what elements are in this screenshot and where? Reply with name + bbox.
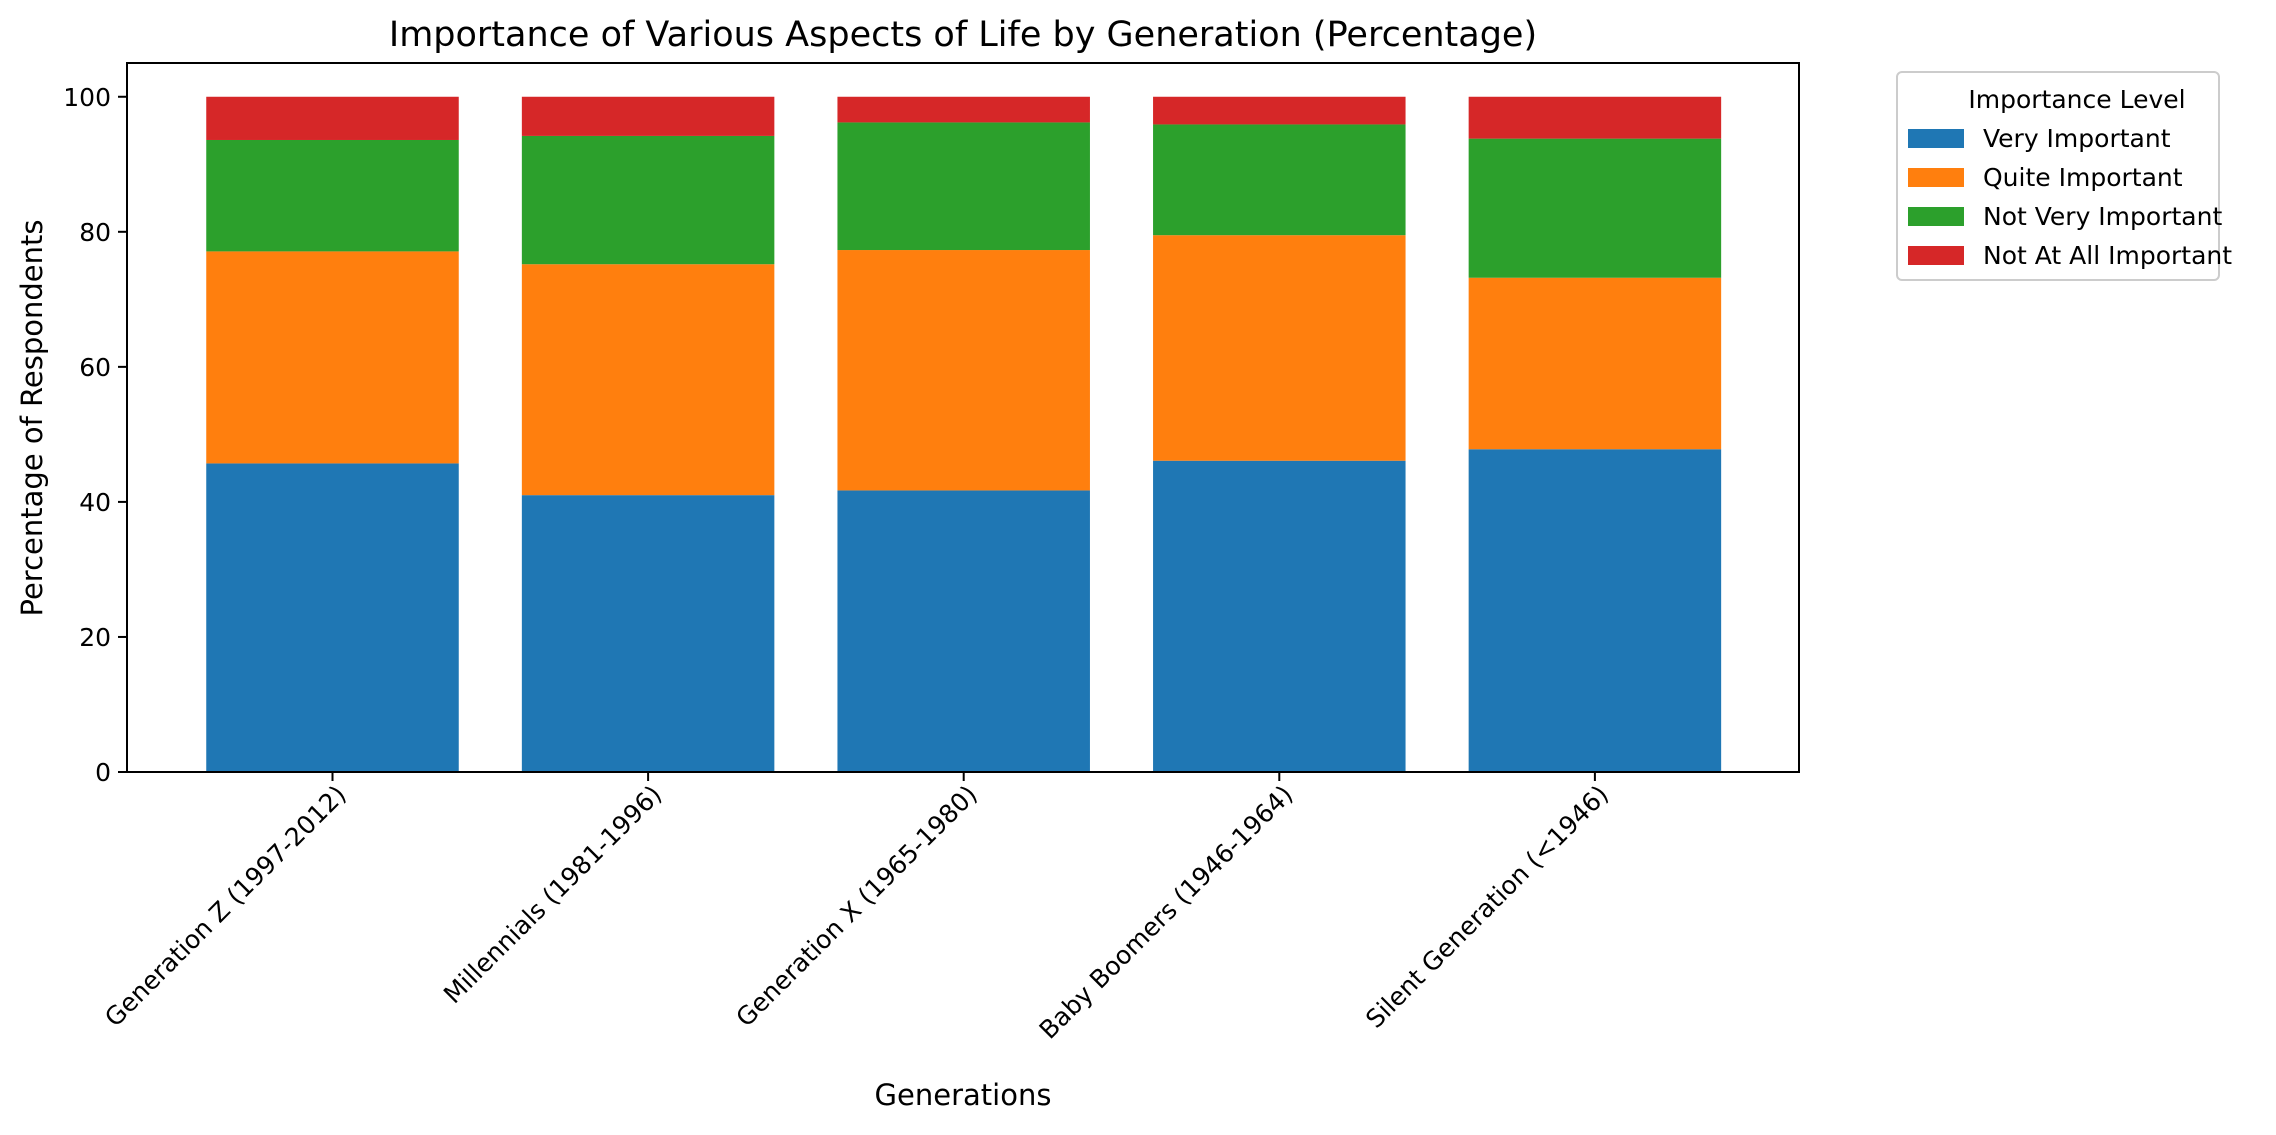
bar-segment: [206, 463, 459, 772]
legend-title: Importance Level: [1968, 85, 2185, 114]
bar-segment: [837, 250, 1090, 491]
legend-swatch: [1908, 246, 1964, 265]
y-tick-label: 60: [79, 353, 111, 382]
y-axis-label: Percentage of Respondents: [15, 220, 49, 617]
legend-label: Not Very Important: [1983, 202, 2222, 231]
legend-frame: [1896, 71, 2220, 281]
bar-segment: [1468, 96, 1722, 139]
bar-segment: [206, 96, 459, 140]
x-axis-label: Generations: [875, 1078, 1052, 1112]
legend-label: Not At All Important: [1983, 241, 2232, 270]
bar-segment: [1468, 138, 1722, 278]
plot-area: 0 20 40 60 80 100 Generation Z (1997-2012) Mill…: [63, 62, 1800, 1045]
bar-segment: [521, 135, 775, 265]
x-tick-label: Generation Z (1997-2012): [99, 780, 352, 1033]
bar-segment: [521, 495, 775, 772]
bar-segment: [206, 139, 459, 252]
bar-segment: [1468, 449, 1722, 772]
bar-segment: [1153, 235, 1406, 461]
bar-segment: [1468, 277, 1722, 450]
x-tick-label: Generation X (1965-1980): [730, 780, 983, 1033]
x-tick-label: Baby Boomers (1946-1964): [1034, 780, 1299, 1045]
bar-segment: [521, 264, 775, 496]
x-tick-label: Millennials (1981-1996): [438, 780, 667, 1009]
legend-swatch: [1908, 129, 1964, 148]
bar-segment: [1153, 124, 1406, 236]
legend-swatch: [1908, 207, 1964, 226]
bar-segment: [206, 251, 459, 464]
bar-segment: [837, 490, 1090, 772]
bar-segment: [837, 96, 1090, 123]
bar-segment: [837, 122, 1090, 251]
bar-segment: [521, 96, 775, 136]
x-tick-label: Silent Generation (<1946): [1360, 780, 1614, 1034]
bar-segment: [1153, 96, 1406, 125]
y-tick-label: 80: [79, 218, 111, 247]
bar-segment: [1153, 460, 1406, 772]
legend-label: Quite Important: [1983, 163, 2183, 192]
y-tick-label: 0: [95, 758, 111, 787]
y-tick-label: 20: [79, 623, 111, 652]
legend-label: Very Important: [1983, 124, 2171, 153]
y-tick-label: 100: [63, 83, 111, 112]
legend: Importance Level Very Important Quite Imp…: [1896, 71, 2232, 281]
y-tick-label: 40: [79, 488, 111, 517]
legend-items: Very Important Quite Important Not Very Im…: [1908, 124, 2232, 270]
chart-title: Importance of Various Aspects of Life by…: [389, 15, 1537, 55]
legend-swatch: [1908, 168, 1964, 187]
